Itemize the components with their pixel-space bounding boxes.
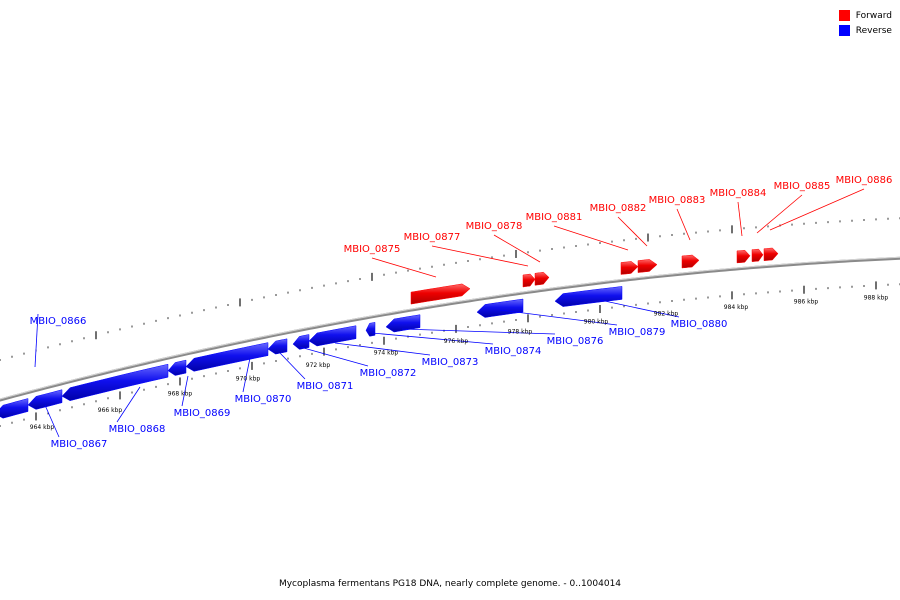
legend-forward-label: Forward <box>855 10 892 21</box>
legend-reverse-label: Reverse <box>855 25 892 36</box>
gene-label: MBIO_0879 <box>609 327 666 338</box>
gene-label: MBIO_0871 <box>297 381 354 392</box>
tick-labels: 964 kbp 966 kbp 968 kbp 970 kbp 972 kbp 974 k… <box>30 294 889 430</box>
gene-arrow-mbio-0871[interactable] <box>267 338 288 355</box>
leader-line <box>756 194 803 234</box>
leader-line <box>493 234 541 263</box>
gene-label: MBIO_0884 <box>710 188 767 199</box>
gene-label: MBIO_0872 <box>360 368 417 379</box>
tick-label: 976 kbp <box>444 338 469 345</box>
leader-line <box>737 201 743 237</box>
gene-arrow-mbio-0884[interactable] <box>736 249 751 264</box>
leader-line <box>334 342 431 356</box>
leader-line <box>599 299 680 318</box>
tick-label: 968 kbp <box>168 390 193 397</box>
gene-arrow-mbio-0876[interactable] <box>385 314 421 333</box>
tick-label: 970 kbp <box>236 376 261 383</box>
label-leaders <box>34 188 865 438</box>
legend-reverse: Reverse <box>838 23 892 38</box>
gene-label: MBIO_0870 <box>235 394 292 405</box>
tick-label: 972 kbp <box>306 362 331 369</box>
gene-label: MBIO_0885 <box>774 181 831 192</box>
gene-arrow-mbio-0881[interactable] <box>620 261 639 275</box>
tick-label: 982 kbp <box>654 311 679 318</box>
gene-arrow-mbio-0877[interactable] <box>522 273 536 288</box>
gene-label: MBIO_0873 <box>422 357 479 368</box>
tick-label: 978 kbp <box>508 328 533 335</box>
gene-arrow-mbio-0873[interactable] <box>308 325 357 347</box>
tick-label: 988 kbp <box>864 294 889 301</box>
gene-label: MBIO_0869 <box>174 408 231 419</box>
leader-line <box>299 346 369 367</box>
tick-marks <box>0 217 900 427</box>
gene-label: MBIO_0875 <box>344 244 401 255</box>
leader-line <box>116 386 141 423</box>
gene-arrow-mbio-0874[interactable] <box>365 321 376 337</box>
backbone-line <box>0 256 900 402</box>
leader-line <box>499 309 618 326</box>
gene-arrow-mbio-0879[interactable] <box>476 298 524 318</box>
leader-line <box>431 245 529 267</box>
gene-label: MBIO_0874 <box>485 346 542 357</box>
leader-line <box>553 225 629 251</box>
gene-arrow-mbio-0869[interactable] <box>167 359 187 376</box>
gene-label: MBIO_0877 <box>404 232 461 243</box>
leader-line <box>34 313 39 368</box>
gene-label: MBIO_0876 <box>547 336 604 347</box>
tick-label: 966 kbp <box>98 407 123 414</box>
gene-arrow-mbio-0882[interactable] <box>637 259 658 273</box>
leader-line <box>371 257 437 278</box>
leader-line <box>44 404 60 438</box>
tick-label: 984 kbp <box>724 304 749 311</box>
tick-label: 974 kbp <box>374 349 399 356</box>
leader-line <box>242 357 251 393</box>
backbone <box>0 256 900 402</box>
leader-line <box>401 328 556 335</box>
tick-label: 986 kbp <box>794 299 819 306</box>
gene-label: MBIO_0880 <box>671 319 728 330</box>
gene-arrow-mbio-0875[interactable] <box>410 283 471 305</box>
gene-arrow-mbio-0880[interactable] <box>554 286 623 307</box>
gene-label: MBIO_0882 <box>590 203 647 214</box>
map-caption: Mycoplasma fermentans PG18 DNA, nearly c… <box>278 579 622 589</box>
gene-label: MBIO_0886 <box>836 175 893 186</box>
leader-line <box>371 332 494 345</box>
leader-line <box>279 352 306 380</box>
legend-forward: Forward <box>838 8 892 23</box>
tick-label: 964 kbp <box>30 424 55 431</box>
reverse-swatch <box>838 25 850 36</box>
legend: Forward Reverse <box>838 8 892 38</box>
gene-label: MBIO_0867 <box>51 439 108 450</box>
leader-line <box>676 208 691 241</box>
leader-line <box>181 375 189 407</box>
backbone-highlight <box>0 256 900 400</box>
leader-line <box>769 188 865 231</box>
gene-label: MBIO_0868 <box>109 424 166 435</box>
gene-label: MBIO_0878 <box>466 221 523 232</box>
gene-arrow-mbio-0878[interactable] <box>534 271 550 286</box>
tick-label: 980 kbp <box>584 318 609 325</box>
gene-features <box>0 247 779 419</box>
gene-label: MBIO_0866 <box>30 316 87 327</box>
gene-arrow-mbio-0886[interactable] <box>763 247 779 261</box>
gene-arrow-mbio-0885[interactable] <box>751 248 764 262</box>
gene-label: MBIO_0883 <box>649 195 706 206</box>
leader-line <box>617 216 648 247</box>
gene-arrow-mbio-0870[interactable] <box>185 342 269 372</box>
gene-arrow-mbio-0883[interactable] <box>681 254 700 269</box>
forward-swatch <box>838 10 850 21</box>
gene-arrow-mbio-0866[interactable] <box>0 398 29 419</box>
gene-label: MBIO_0881 <box>526 212 583 223</box>
